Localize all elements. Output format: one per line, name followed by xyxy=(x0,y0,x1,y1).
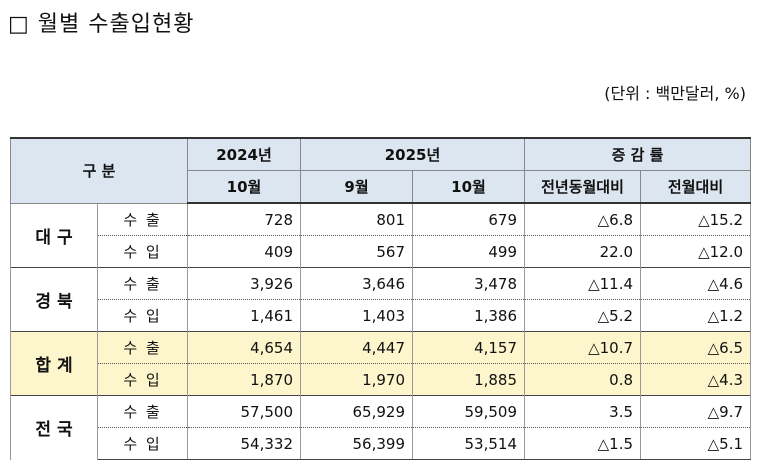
header-cell: 10월 xyxy=(187,170,302,204)
value-cell: 0.8 xyxy=(524,363,642,396)
region-cell: 경 북 xyxy=(10,267,98,332)
value-cell: 1,970 xyxy=(300,363,414,396)
value-cell: △1.2 xyxy=(640,299,752,332)
value-cell: △4.6 xyxy=(640,267,752,300)
value-cell: 1,885 xyxy=(412,363,526,396)
value-cell: 3,478 xyxy=(412,267,526,300)
value-cell: △6.8 xyxy=(524,202,642,236)
value-cell: 801 xyxy=(300,202,414,236)
table-row: 수 입 1,461 1,403 1,386 △5.2 △1.2 xyxy=(11,299,752,332)
type-cell: 수 입 xyxy=(96,235,189,268)
type-cell: 수 출 xyxy=(96,202,189,236)
table-row: 수 입 409 567 499 22.0 △12.0 xyxy=(11,235,752,268)
value-cell: 59,509 xyxy=(412,395,526,428)
value-cell: △11.4 xyxy=(524,267,642,300)
value-cell: △5.2 xyxy=(524,299,642,332)
table-row: 수 입 54,332 56,399 53,514 △1.5 △5.1 xyxy=(11,427,752,460)
value-cell: 1,461 xyxy=(187,299,302,332)
region-cell: 전 국 xyxy=(10,395,98,460)
type-cell: 수 출 xyxy=(96,331,189,364)
header-cell: 2025년 xyxy=(300,137,526,171)
value-cell: 53,514 xyxy=(412,427,526,460)
header-cell: 10월 xyxy=(412,170,526,204)
value-cell: △5.1 xyxy=(640,427,752,460)
type-cell: 수 출 xyxy=(96,267,189,300)
value-cell: 22.0 xyxy=(524,235,642,268)
value-cell: 499 xyxy=(412,235,526,268)
value-cell: 56,399 xyxy=(300,427,414,460)
header-cell: 전년동월대비 xyxy=(524,170,642,204)
value-cell: 54,332 xyxy=(187,427,302,460)
value-cell: 3,646 xyxy=(300,267,414,300)
value-cell: 1,870 xyxy=(187,363,302,396)
value-cell: △15.2 xyxy=(640,202,752,236)
region-cell: 합 계 xyxy=(10,331,98,396)
value-cell: 4,157 xyxy=(412,331,526,364)
title: □ 월별 수출입현황 xyxy=(8,12,195,37)
value-cell: 1,403 xyxy=(300,299,414,332)
value-cell: 728 xyxy=(187,202,302,236)
value-cell: 3,926 xyxy=(187,267,302,300)
type-cell: 수 입 xyxy=(96,299,189,332)
type-cell: 수 입 xyxy=(96,363,189,396)
header-cell: 구 분 xyxy=(9,137,189,204)
header-cell: 9월 xyxy=(300,170,414,204)
value-cell: 4,447 xyxy=(300,331,414,364)
value-cell: 4,654 xyxy=(187,331,302,364)
header-cell: 증 감 률 xyxy=(524,137,752,171)
type-cell: 수 입 xyxy=(96,427,189,460)
header-cell: 2024년 xyxy=(187,137,302,171)
type-cell: 수 출 xyxy=(96,395,189,428)
value-cell: △10.7 xyxy=(524,331,642,364)
trade-table: 구 분 2024년 2025년 증 감 률 10월 9월 10월 전년동월대비 전월대비… xyxy=(9,137,752,460)
value-cell: 1,386 xyxy=(412,299,526,332)
value-cell: 65,929 xyxy=(300,395,414,428)
value-cell: △6.5 xyxy=(640,331,752,364)
header-cell: 전월대비 xyxy=(640,170,752,204)
value-cell: 679 xyxy=(412,202,526,236)
value-cell: 409 xyxy=(187,235,302,268)
table-row: 수 입 1,870 1,970 1,885 0.8 △4.3 xyxy=(11,363,752,396)
value-cell: 567 xyxy=(300,235,414,268)
value-cell: 57,500 xyxy=(187,395,302,428)
unit-note: (단위 : 백만달러, %) xyxy=(604,84,746,103)
value-cell: △12.0 xyxy=(640,235,752,268)
value-cell: 3.5 xyxy=(524,395,642,428)
value-cell: △4.3 xyxy=(640,363,752,396)
value-cell: △9.7 xyxy=(640,395,752,428)
region-cell: 대 구 xyxy=(10,202,98,268)
value-cell: △1.5 xyxy=(524,427,642,460)
